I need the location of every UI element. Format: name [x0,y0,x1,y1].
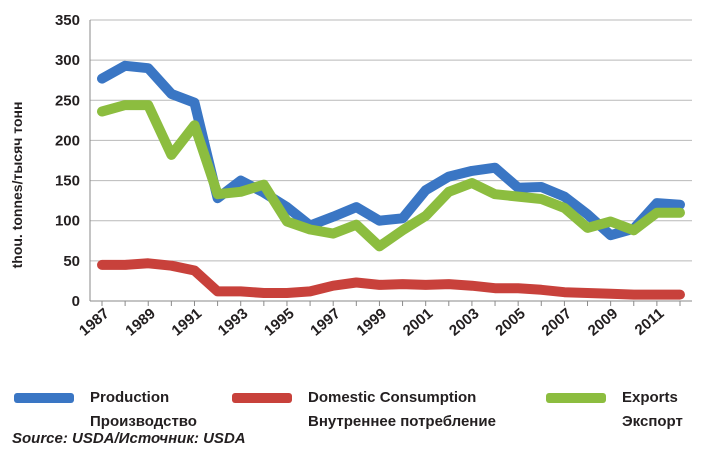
x-tick-label: 2003 [446,305,482,339]
y-tick-label: 50 [63,253,80,270]
legend-label-domestic-consumption-en: Domestic Consumption [308,389,477,406]
axes [89,20,692,306]
x-tick-label: 2005 [492,305,528,339]
legend-label-exports-en: Exports [622,389,678,406]
series-line-production [97,60,685,241]
legend-swatch-domestic-consumption [232,393,292,403]
x-tick-label: 1995 [261,305,297,339]
x-tick-labels: 1987 1989 1991 1993 1995 1997 1999 2001 2003 2005… [76,305,667,339]
y-tick-label: 150 [55,173,80,190]
y-tick-label: 100 [55,213,80,230]
y-tick-label: 350 [55,12,80,29]
x-tick-label: 1989 [122,305,158,339]
y-tick-label: 300 [55,52,80,69]
x-tick-label: 1997 [307,305,343,339]
x-tick-label: 2001 [400,305,436,339]
legend-label-exports-ru: Экспорт [622,413,683,430]
y-tick-labels: 0 50 100 150 200 250 300 350 [55,12,80,310]
y-axis-label: thou. tonnes/тысяч тонн [9,102,25,269]
x-tick-label: 1987 [76,305,112,339]
x-tick-label: 1991 [169,305,205,339]
legend-item-exports: Exports Экспорт [546,386,696,434]
series-lines [97,60,685,300]
legend-label-production-ru: Производство [90,413,197,430]
series-line-exports [97,100,685,252]
legend-item-domestic-consumption: Domestic Consumption Внутреннее потребле… [232,386,552,434]
legend-label-domestic-consumption-ru: Внутреннее потребление [308,413,496,430]
legend-swatch-exports [546,393,606,403]
x-tick-label: 2009 [585,305,621,339]
x-tick-label: 2011 [632,305,668,339]
y-tick-label: 250 [55,92,80,109]
legend-item-production: Production Производство [14,386,234,434]
legend-label-production-en: Production [90,389,170,406]
series-line-domestic-consumption [97,258,685,300]
source-note: Source: USDA/Источник: USDA [12,430,246,447]
legend-swatch-production [14,393,74,403]
y-tick-label: 0 [72,293,80,310]
x-tick-label: 2007 [538,305,574,339]
x-tick-label: 1999 [354,305,390,339]
x-tick-label: 1993 [215,305,251,339]
y-tick-label: 200 [55,132,80,149]
